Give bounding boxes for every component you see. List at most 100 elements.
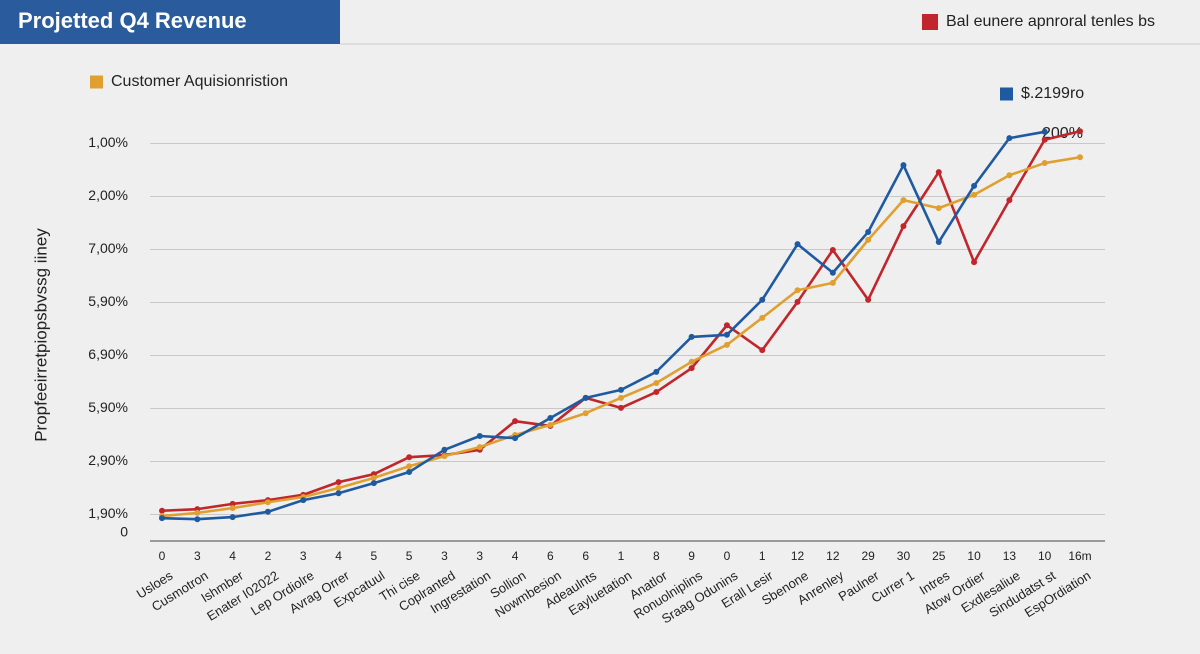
point: [194, 509, 201, 516]
point: [194, 516, 201, 523]
point: [370, 480, 377, 487]
x-tick-label: 6: [547, 549, 554, 563]
point: [759, 347, 766, 354]
point: [865, 296, 872, 303]
point: [829, 246, 836, 253]
point: [971, 259, 978, 266]
point: [865, 236, 872, 243]
point: [1041, 128, 1048, 135]
point: [971, 182, 978, 189]
x-tick-label: 25: [932, 549, 946, 563]
point: [900, 223, 907, 230]
legend-label: Customer Aquisionristion: [111, 73, 288, 90]
point: [476, 444, 483, 451]
point: [794, 287, 801, 294]
x-tick-label: 4: [512, 549, 519, 563]
point: [441, 453, 448, 460]
legend-swatch: [90, 75, 103, 89]
legend-swatch: [922, 14, 938, 30]
y-tick-label: 7,00%: [88, 240, 128, 256]
x-tick-label: 0: [159, 549, 166, 563]
point: [829, 269, 836, 276]
point: [653, 389, 660, 396]
point: [688, 358, 695, 365]
point: [229, 500, 236, 507]
y-tick-label: 1,90%: [88, 505, 128, 521]
x-tick-label: 1: [618, 549, 625, 563]
point: [264, 508, 271, 515]
x-tick-label: 5: [371, 549, 378, 563]
y-tick-label: 5,90%: [88, 399, 128, 415]
point: [935, 205, 942, 212]
legend-label: $.2199ro: [1021, 85, 1084, 102]
x-tick-label: 10: [1038, 549, 1052, 563]
point: [159, 507, 165, 514]
point: [759, 314, 766, 321]
y-tick-label: 1,00%: [88, 134, 128, 150]
x-tick-label: 3: [194, 549, 201, 563]
y-tick-label: 6,90%: [88, 346, 128, 362]
point: [935, 169, 942, 176]
point: [264, 499, 271, 506]
x-tick-label: 10: [967, 549, 981, 563]
x-tick-label: 4: [229, 549, 236, 563]
point: [1041, 136, 1048, 143]
point: [971, 191, 978, 198]
x-tick-label: 12: [826, 549, 840, 563]
legend-swatch: [1000, 87, 1013, 101]
point: [935, 239, 942, 246]
x-tick-label: 1: [759, 549, 766, 563]
point: [723, 341, 730, 348]
x-tick-label: 8: [653, 549, 660, 563]
x-tick-label: 9: [688, 549, 695, 563]
point: [582, 410, 589, 417]
point: [794, 241, 801, 248]
x-tick-label: 4: [335, 549, 342, 563]
point: [1077, 154, 1083, 161]
x-tick-label: 30: [897, 549, 911, 563]
y-tick-label: 2,90%: [88, 452, 128, 468]
y-axis-label: Propfeeirretpiopsbvssg iiney: [31, 228, 50, 442]
x-tick-label: 6: [582, 549, 589, 563]
point: [829, 279, 836, 286]
point: [547, 414, 554, 421]
point: [688, 365, 695, 372]
point: [229, 514, 236, 521]
point: [723, 322, 730, 329]
y-tick-label: 2,00%: [88, 187, 128, 203]
x-tick-label: 29: [861, 549, 875, 563]
y-tick-label: 5,90%: [88, 293, 128, 309]
point: [653, 380, 660, 387]
point: [900, 197, 907, 204]
point: [476, 433, 483, 440]
point: [335, 484, 342, 491]
x-tick-label: 2: [265, 549, 272, 563]
point: [1041, 160, 1048, 167]
point: [794, 298, 801, 305]
point: [1006, 172, 1013, 179]
point: [159, 515, 165, 522]
point: [229, 505, 236, 512]
x-tick-label: 0: [724, 549, 731, 563]
point: [653, 368, 660, 375]
series-line: [161, 130, 1045, 521]
point: [512, 418, 519, 425]
point: [900, 162, 907, 169]
x-tick-label: 5: [406, 549, 413, 563]
point: [547, 421, 554, 428]
y-tick-label: 0: [120, 524, 128, 540]
point: [335, 479, 342, 486]
point: [1006, 197, 1013, 204]
point: [618, 404, 624, 411]
point: [300, 497, 307, 504]
x-tick-label: 3: [441, 549, 448, 563]
x-tick-label: 12: [791, 549, 805, 563]
point: [618, 394, 624, 401]
x-tick-label: 16m: [1068, 549, 1091, 563]
point: [406, 454, 413, 461]
x-tick-label: 3: [476, 549, 483, 563]
point: [582, 394, 589, 401]
point: [865, 228, 872, 235]
